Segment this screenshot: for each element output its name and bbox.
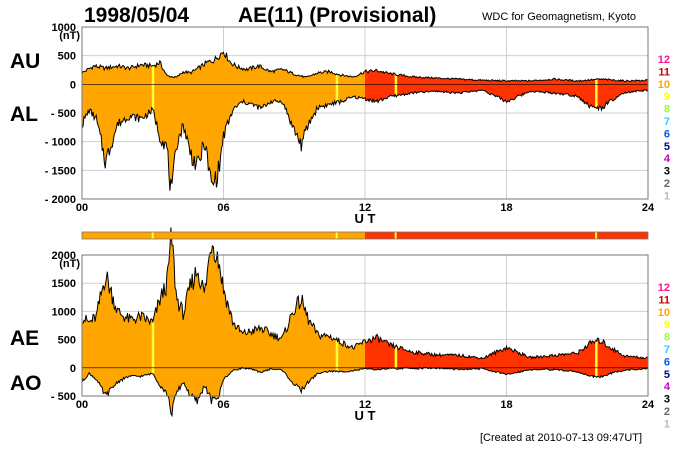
lower-legend-count: 1 [664, 418, 670, 430]
lower-highlight-band [394, 346, 398, 369]
index-title: AE(11) (Provisional) [238, 4, 437, 27]
lower-ytick-label: 0 [70, 363, 76, 375]
lower-xtick-label: 18 [500, 399, 512, 411]
upper-legend-count: 7 [664, 116, 670, 128]
ao-label: AO [10, 372, 42, 395]
lower-xtick-label: 00 [76, 399, 88, 411]
al-label: AL [10, 103, 38, 126]
lower-legend-count: 3 [664, 394, 670, 406]
upper-unit-label: (nT) [59, 30, 80, 42]
lower-plot-frame [81, 254, 649, 397]
upper-area-late [365, 69, 648, 111]
lower-highlight-band [151, 322, 155, 374]
station-bar-highlight [394, 232, 397, 239]
lower-legend-count: 11 [658, 294, 670, 306]
upper-xtick-label: 24 [642, 202, 655, 214]
upper-ytick-label: 1000 [52, 22, 76, 34]
lower-xtick-label: 24 [642, 399, 655, 411]
upper-ytick-label: - 500 [51, 108, 76, 120]
ae-label: AE [10, 327, 40, 350]
upper-legend-count: 3 [664, 166, 670, 178]
lower-legend-count: 10 [658, 307, 670, 319]
upper-ytick-label: 500 [58, 51, 76, 63]
lower-legend-count: 6 [664, 356, 670, 368]
upper-xtick-label: 00 [76, 202, 88, 214]
source-label: WDC for Geomagnetism, Kyoto [482, 11, 637, 23]
lower-legend-count: 7 [664, 344, 670, 356]
station-bar-highlight [151, 232, 154, 239]
upper-line-au [81, 51, 649, 83]
au-label: AU [10, 50, 41, 73]
lower-legend-count: 2 [664, 406, 670, 418]
upper-highlight-band [394, 74, 398, 96]
upper-legend-count: 12 [658, 54, 670, 66]
lower-area-late [365, 334, 648, 378]
lower-ytick-label: 500 [58, 335, 76, 347]
station-bar-highlight [335, 232, 338, 239]
lower-xtick-label: 12 [359, 399, 371, 411]
lower-line-ao [81, 366, 649, 418]
upper-ytick-label: - 2000 [45, 194, 76, 206]
upper-legend-count: 6 [664, 128, 670, 140]
upper-legend-count: 5 [664, 141, 670, 153]
upper-xaxis-label: U T [355, 211, 376, 226]
lower-legend-count: 4 [664, 381, 671, 393]
upper-legend-count: 10 [658, 79, 670, 91]
upper-xtick-label: 12 [359, 202, 371, 214]
upper-xtick-label: 18 [500, 202, 512, 214]
lower-legend-count: 9 [664, 319, 670, 331]
lower-line-ae [81, 227, 649, 360]
upper-highlight-band [151, 65, 155, 111]
upper-highlight-band [595, 79, 598, 108]
lower-legend-count: 5 [664, 369, 670, 381]
lower-legend-count: 12 [658, 282, 670, 294]
lower-unit-label: (nT) [59, 258, 80, 270]
upper-legend-count: 1 [664, 190, 670, 202]
upper-highlight-band [335, 73, 339, 103]
lower-ytick-label: 1000 [52, 306, 76, 318]
lower-xaxis-label: U T [355, 408, 376, 423]
station-bar-segment [82, 232, 365, 239]
station-bar-segment [365, 232, 648, 239]
upper-ytick-label: - 1500 [45, 165, 76, 177]
created-timestamp: [Created at 2010-07-13 09:47UT] [480, 432, 643, 444]
upper-plot-frame [81, 26, 649, 200]
lower-ytick-label: 2000 [52, 250, 76, 262]
station-bar-highlight [595, 232, 598, 239]
upper-legend-count: 9 [664, 91, 670, 103]
lower-highlight-band [595, 341, 598, 377]
lower-xtick-label: 06 [217, 399, 229, 411]
lower-ytick-label: 1500 [52, 278, 76, 290]
upper-ytick-label: - 1000 [45, 137, 76, 149]
upper-xtick-label: 06 [217, 202, 229, 214]
upper-line-al [81, 88, 649, 191]
upper-legend-count: 4 [664, 153, 671, 165]
date-title: 1998/05/04 [84, 4, 190, 27]
upper-legend-count: 8 [664, 104, 670, 116]
station-bar-frame [81, 231, 649, 240]
lower-ytick-label: - 500 [51, 391, 76, 403]
lower-highlight-band [335, 339, 339, 372]
upper-legend-count: 11 [658, 66, 670, 78]
lower-legend-count: 8 [664, 332, 670, 344]
upper-legend-count: 2 [664, 178, 670, 190]
upper-ytick-label: 0 [70, 79, 76, 91]
